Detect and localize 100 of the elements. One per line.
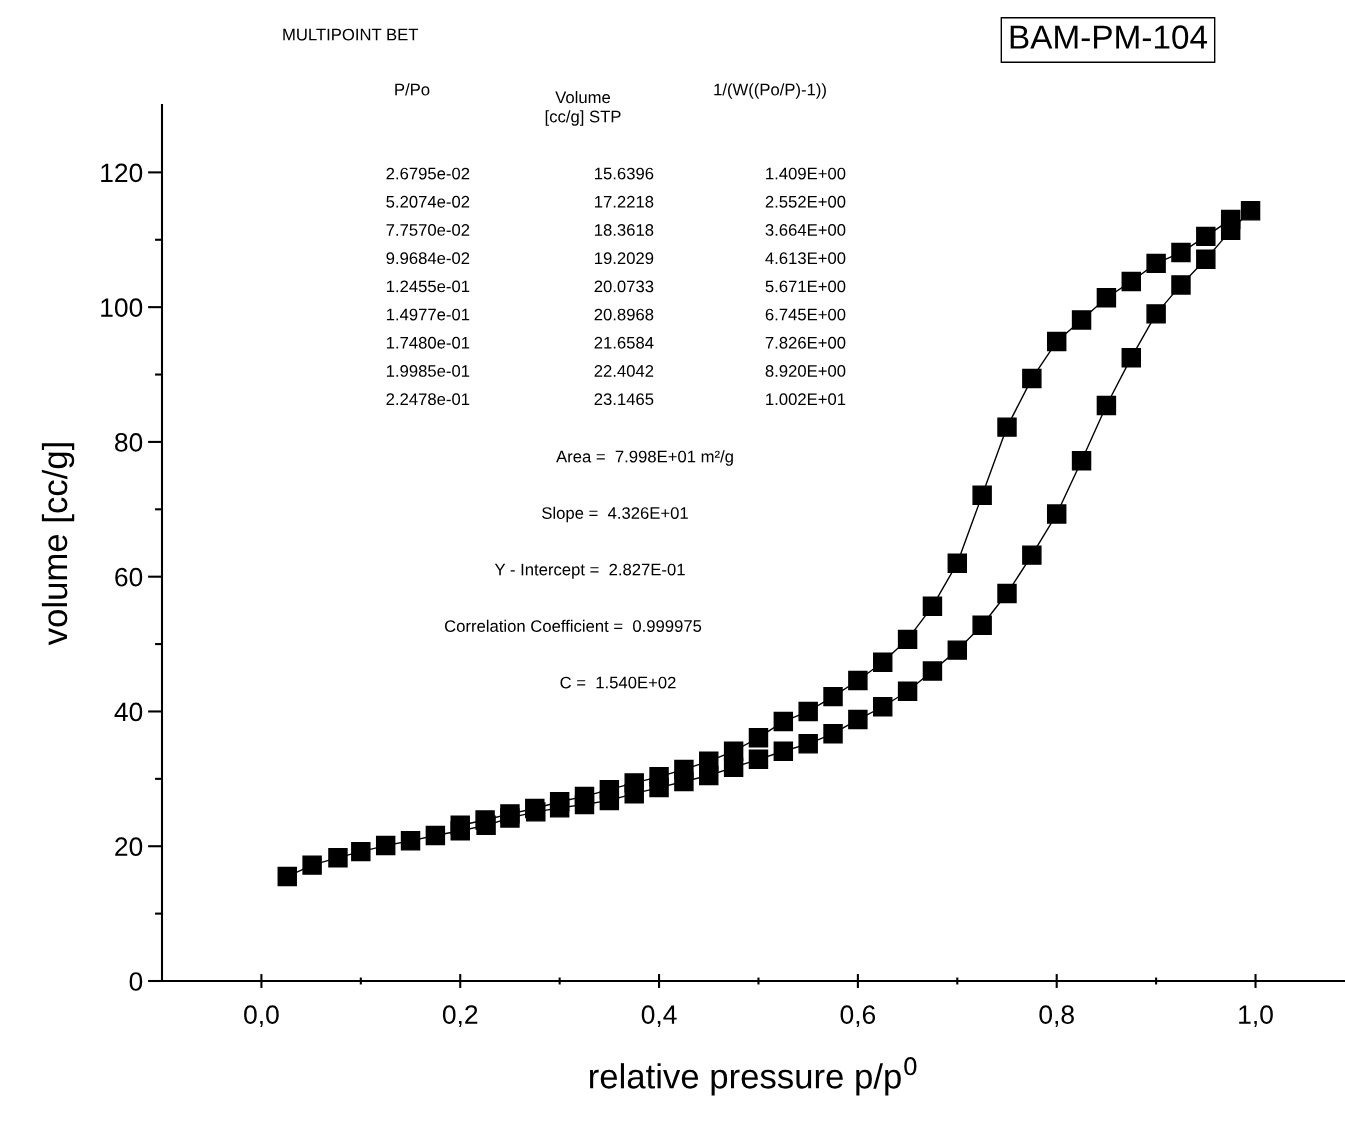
annotation: 3.664E+00 [765, 224, 846, 236]
point [277, 866, 297, 887]
annotation: 23.1465 [594, 393, 654, 406]
x-tick-label: 0,8 [1039, 1005, 1074, 1028]
annotation: 20.8968 [594, 308, 654, 321]
annotation: 7.7570e-02 [386, 224, 470, 236]
annotation: 2.552E+00 [765, 195, 846, 208]
annotation: 2.6795e-02 [386, 167, 470, 180]
point [1220, 209, 1241, 230]
point [649, 767, 669, 787]
x-tick-label: 0,2 [442, 1005, 478, 1028]
annotation: 1.4977e-01 [386, 308, 470, 321]
annotation: 1.409E+00 [766, 167, 846, 180]
point [1046, 331, 1067, 352]
point [897, 681, 918, 701]
point [823, 686, 843, 707]
point [624, 773, 644, 793]
point [1121, 347, 1141, 368]
x-tick-label: 0,4 [641, 1005, 677, 1028]
annotation: 8.920E+00 [765, 365, 846, 377]
point [674, 759, 694, 780]
annotation: 22.4042 [594, 365, 654, 377]
point [947, 640, 968, 660]
point [997, 417, 1017, 437]
text: P/Po [395, 83, 430, 96]
y-tick-label: 0 [129, 972, 143, 991]
annotation: 19.2029 [595, 252, 654, 265]
point [1196, 249, 1216, 270]
y-tick-label: 100 [101, 298, 143, 317]
point [425, 825, 446, 846]
point [450, 815, 470, 836]
point [475, 810, 495, 830]
point [699, 751, 719, 772]
point [922, 661, 943, 681]
point [873, 652, 893, 672]
annotation: 1.2455e-01 [386, 280, 470, 293]
point [1071, 310, 1092, 330]
point [400, 831, 421, 851]
annotation: 7.826E+00 [765, 336, 846, 349]
annotation: 5.2074e-02 [386, 195, 470, 208]
point [1171, 275, 1191, 295]
y-tick-label: 120 [101, 163, 143, 183]
text: 1/(W((Po/P)-1)) [714, 83, 826, 99]
point [823, 723, 843, 744]
x-axis-title: relative pressure p/p$^{0}$ [590, 1056, 917, 1096]
annotation: 1.002E+01 [766, 393, 846, 406]
x-tick-label: 0,6 [840, 1005, 876, 1028]
annotation: 1.7480e-01 [386, 336, 470, 349]
point [773, 741, 794, 761]
annotation: Slope = 4.326E+01 [542, 506, 688, 523]
annotation: 18.3618 [595, 224, 654, 236]
point [1096, 395, 1117, 416]
annotation: Area = 7.998E+01 m²/g [556, 450, 733, 466]
annotation: 4.613E+00 [765, 252, 846, 265]
point [1196, 226, 1216, 247]
point [848, 709, 868, 730]
point [1046, 504, 1067, 524]
y-tick-label: 60 [115, 567, 143, 587]
point [848, 670, 868, 691]
point [351, 841, 371, 862]
annotation: 20.0733 [594, 280, 654, 293]
point [1171, 242, 1191, 263]
annotation: Correlation Coefficient = 0.999975 [444, 619, 702, 632]
y-tick-label: 40 [114, 702, 143, 722]
point [947, 553, 968, 573]
point [1071, 451, 1092, 471]
point [375, 835, 396, 856]
annotation: Y - Intercept = 2.827E-01 [494, 563, 685, 579]
annotation: 17.2218 [595, 195, 654, 208]
point [798, 701, 818, 722]
point [748, 749, 769, 770]
point [549, 792, 570, 812]
annotation: C = 1.540E+02 [560, 676, 676, 689]
point [1240, 201, 1261, 221]
x-tick-label: 1,0 [1239, 1005, 1273, 1028]
point [1022, 368, 1042, 389]
x-tick-label: 0,0 [244, 1005, 279, 1028]
annotation: 5.671E+00 [765, 280, 846, 293]
annotation: 9.9684e-02 [386, 252, 470, 265]
annotation: 6.745E+00 [765, 308, 846, 321]
point [1121, 271, 1141, 292]
chart-title: BAM-PM-104 [1010, 25, 1208, 49]
annotation: 21.6584 [594, 336, 654, 349]
point [773, 711, 794, 732]
point [972, 485, 992, 505]
y-tick-label: 20 [115, 837, 143, 857]
point [798, 734, 818, 754]
point [1146, 253, 1166, 274]
point [723, 741, 744, 761]
point [997, 583, 1017, 604]
point [599, 779, 620, 800]
point [1146, 304, 1166, 324]
annotation: 1.9985e-01 [386, 365, 470, 377]
point [328, 847, 348, 868]
point [748, 728, 769, 748]
annotation: Volume [cc/g] STP [545, 91, 621, 126]
point [897, 629, 918, 650]
annotation: 15.6396 [595, 167, 654, 180]
point [972, 615, 992, 635]
point [922, 596, 943, 617]
